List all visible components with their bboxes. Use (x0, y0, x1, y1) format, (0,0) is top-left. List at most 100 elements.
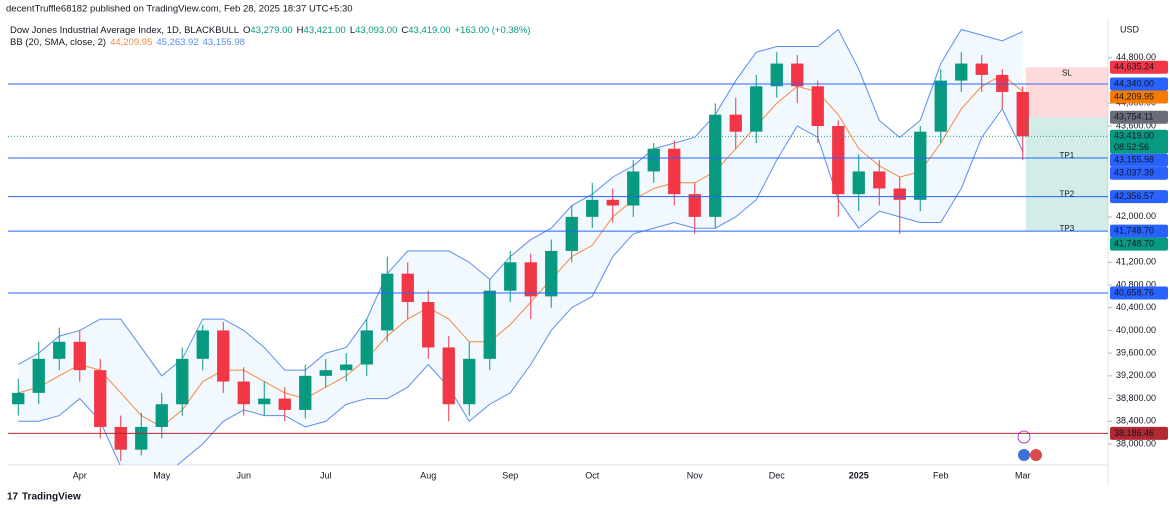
price-tag-label: 41,748.70 (1114, 239, 1154, 249)
candle-body (1016, 91, 1029, 137)
candle-body (422, 302, 435, 348)
y-tick-label: 41,200.00 (1116, 257, 1156, 267)
candle-body (401, 273, 414, 303)
candle-body (524, 262, 537, 297)
ohlc-key: C (401, 25, 408, 36)
candle-body (278, 398, 291, 410)
ohlc-key: L (350, 25, 355, 36)
stop-label: SL (1062, 68, 1072, 77)
price-tag (1110, 110, 1168, 124)
price-tag-label: 40,658.76 (1114, 287, 1154, 297)
candle-body (688, 194, 701, 217)
candle-body (668, 148, 681, 195)
price-tag-label: 43,419.00 (1114, 131, 1154, 141)
candle-body (12, 392, 25, 405)
indicator-value: 43,155.98 (203, 37, 245, 48)
band-upper (18, 28, 1023, 377)
target-label: TP1 (1060, 151, 1075, 160)
candle-body (196, 330, 209, 359)
y-tick-label: 43,600.00 (1116, 120, 1156, 130)
candle-body (545, 250, 558, 297)
target-zone (1025, 117, 1108, 232)
candle-body (135, 426, 148, 450)
x-tick-label: May (153, 470, 171, 480)
y-tick-label: 38,800.00 (1116, 393, 1156, 403)
price-tag-label: 44,635.24 (1114, 62, 1154, 72)
candle-body (217, 330, 230, 382)
candle-body (114, 426, 127, 450)
candle-body (32, 358, 45, 393)
candle-body (237, 381, 250, 405)
candle-body (647, 148, 660, 172)
price-tag-label: 44,340.00 (1114, 78, 1154, 88)
price-tag-label: 43,155.98 (1114, 155, 1154, 165)
brand-logo: 17 (7, 492, 19, 503)
price-tag (1110, 426, 1168, 440)
ohlc-value: 43,279.00 (250, 25, 292, 36)
indicator-title: BB (20, SMA, close, 2) (10, 37, 106, 48)
countdown: 08:52:56 (1114, 142, 1149, 152)
indicator-value: 45,263.92 (156, 37, 198, 48)
event-icon (1017, 430, 1031, 444)
candle-body (53, 341, 66, 359)
band-lower (18, 108, 1024, 465)
candle-body (606, 199, 619, 206)
plot-area (12, 28, 1029, 465)
price-tag (1110, 60, 1168, 74)
brand: TradingView (22, 492, 81, 503)
candle-body (709, 114, 722, 217)
price-tag (1110, 237, 1168, 251)
candle-body (791, 63, 804, 87)
candle-body (319, 370, 332, 376)
candle-body (565, 216, 578, 251)
x-tick-label: Apr (73, 470, 87, 480)
x-tick-label: 2025 (849, 470, 869, 480)
price-tag-label: 43,754.11 (1114, 112, 1153, 122)
y-tick-label: 44,800.00 (1116, 52, 1156, 62)
price-tag-label: 42,356.57 (1114, 191, 1154, 201)
x-tick-label: Jun (236, 470, 251, 480)
ohlc-key: H (297, 25, 304, 36)
candle-body (832, 126, 845, 195)
price-tag-label: 43,037.39 (1114, 168, 1154, 178)
candle-body (586, 199, 599, 217)
x-tick-label: Aug (420, 470, 436, 480)
price-tag-label: 38,186.46 (1114, 428, 1154, 438)
x-tick-label: Feb (933, 470, 949, 480)
candle-body (360, 330, 373, 365)
stop-zone (1025, 67, 1108, 118)
symbol: Dow Jones Industrial Average Index, 1D, … (10, 25, 239, 36)
candle-body (852, 171, 865, 195)
x-tick-label: Dec (769, 470, 786, 480)
y-tick-label: 38,000.00 (1116, 438, 1156, 448)
indicator-legend: BB (20, SMA, close, 2) 44,209.95 45,263.92… (10, 37, 245, 48)
y-tick-label: 39,200.00 (1116, 370, 1156, 380)
target-label: TP2 (1060, 190, 1075, 199)
y-tick-label: 42,000.00 (1116, 211, 1156, 221)
price-tag (1110, 153, 1168, 167)
price-tag-label: 44,209.95 (1114, 91, 1154, 101)
candle-body (934, 80, 947, 132)
price-tag (1110, 129, 1168, 154)
y-tick-label: 38,400.00 (1116, 416, 1156, 426)
ohlc-value: 43,093.00 (355, 25, 397, 36)
price-tag (1110, 224, 1168, 238)
candle-body (914, 131, 927, 200)
x-tick-label: Mar (1015, 470, 1031, 480)
indicator-value: 44,209.95 (110, 37, 152, 48)
x-tick-label: Jul (320, 470, 332, 480)
candle-body (258, 398, 271, 405)
legend-line: Dow Jones Industrial Average Index, 1D, … (10, 25, 531, 36)
candle-body (627, 171, 640, 206)
candle-body (750, 86, 763, 132)
price-tag (1110, 90, 1168, 104)
candle-body (770, 63, 783, 87)
flag-icon (1018, 449, 1030, 461)
publisher: decentTruffle68182 published on TradingV… (6, 4, 353, 15)
y-tick-label: 40,800.00 (1116, 279, 1156, 289)
candle-body (893, 188, 906, 200)
candle-body (381, 273, 394, 331)
x-tick-label: Nov (687, 470, 704, 480)
candle-body (442, 347, 455, 405)
